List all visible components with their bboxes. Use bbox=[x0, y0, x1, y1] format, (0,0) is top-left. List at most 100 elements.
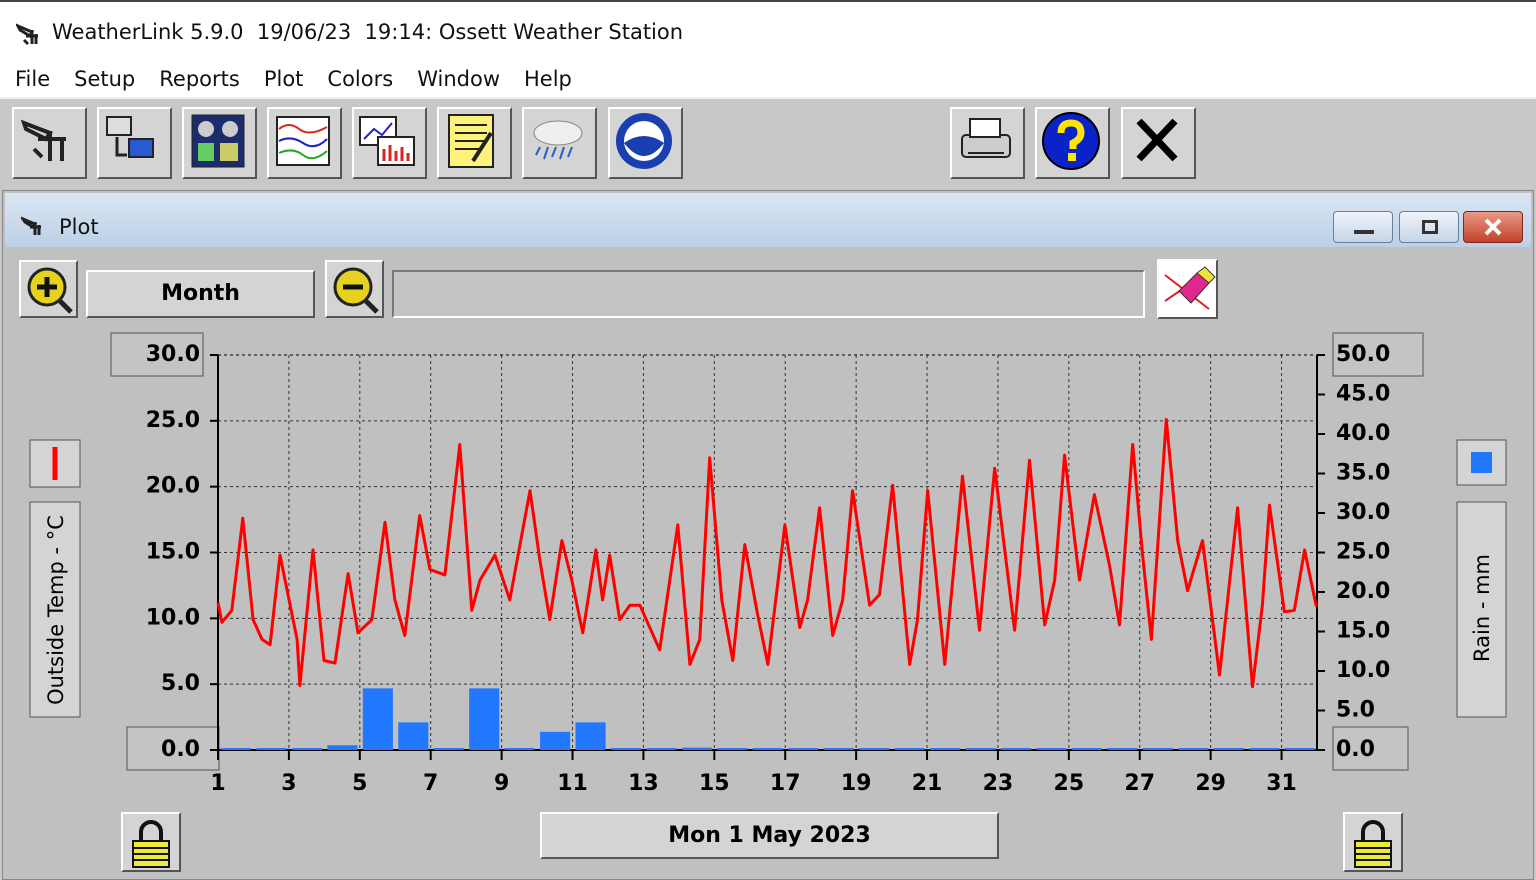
y2-tick-label: 50.0 bbox=[1336, 342, 1390, 367]
y-tick-label: 0.0 bbox=[161, 737, 200, 762]
date-field[interactable]: Mon 1 May 2023 bbox=[540, 812, 999, 859]
y-axis-label: Outside Temp - °C bbox=[44, 515, 68, 705]
bar bbox=[327, 745, 358, 750]
bar bbox=[1000, 748, 1032, 750]
menu-item[interactable]: Window bbox=[417, 67, 501, 91]
toolbar-icon bbox=[961, 118, 1011, 158]
toolbar-icon bbox=[1136, 118, 1178, 162]
title-area: WeatherLink 5.9.0 19/06/23 19:14: Ossett… bbox=[0, 2, 1536, 97]
toolbar-button[interactable] bbox=[608, 107, 683, 179]
menu-item[interactable]: Setup bbox=[74, 67, 136, 91]
y2-tick-label: 35.0 bbox=[1336, 461, 1390, 486]
toolbar-button[interactable] bbox=[522, 107, 597, 179]
top-edge bbox=[0, 0, 1536, 2]
toolbar-icon bbox=[106, 116, 154, 158]
bar bbox=[610, 748, 642, 750]
toolbar-button[interactable] bbox=[12, 107, 87, 179]
toolbar-button[interactable] bbox=[1035, 107, 1110, 179]
x-tick-label: 15 bbox=[699, 771, 730, 796]
menu-item[interactable]: Colors bbox=[327, 67, 394, 91]
bar bbox=[1036, 748, 1067, 750]
bar bbox=[291, 748, 323, 750]
bar bbox=[965, 748, 996, 750]
bar bbox=[930, 748, 961, 750]
menu-bar: File Setup Reports Plot Colors Window Help bbox=[15, 67, 596, 91]
toolbar-button[interactable] bbox=[1121, 107, 1196, 179]
bar bbox=[823, 748, 854, 750]
bar bbox=[1213, 748, 1244, 750]
window-title: WeatherLink 5.9.0 19/06/23 19:14: Ossett… bbox=[52, 20, 684, 44]
zoom-level[interactable]: Month bbox=[86, 270, 315, 318]
toolbar-icon bbox=[359, 116, 415, 166]
zoom-out-button[interactable] bbox=[325, 260, 384, 318]
menu-item[interactable]: File bbox=[15, 67, 51, 91]
bar bbox=[1142, 748, 1173, 750]
bar bbox=[1107, 748, 1138, 750]
y2-tick-label: 40.0 bbox=[1336, 421, 1390, 446]
toolbar-button[interactable] bbox=[950, 107, 1025, 179]
menu-item[interactable]: Help bbox=[524, 67, 572, 91]
bar bbox=[221, 748, 252, 750]
y2-axis-label: Rain - mm bbox=[1470, 554, 1494, 662]
legend-swatch bbox=[1471, 452, 1492, 473]
y-tick-label: 20.0 bbox=[146, 474, 200, 499]
lock-left-button[interactable] bbox=[121, 812, 181, 872]
x-tick-label: 21 bbox=[912, 771, 943, 796]
toolbar-icon bbox=[533, 120, 583, 160]
x-tick-label: 19 bbox=[841, 771, 872, 796]
y-tick-label: 10.0 bbox=[146, 605, 200, 630]
bar bbox=[256, 748, 287, 750]
toolbar bbox=[0, 97, 1536, 189]
toolbar-button[interactable] bbox=[97, 107, 172, 179]
bar bbox=[575, 722, 606, 750]
toolbar-icon bbox=[20, 119, 66, 161]
bar bbox=[788, 748, 819, 750]
y2-axis-label-box bbox=[1456, 501, 1507, 718]
y-tick-label: 5.0 bbox=[161, 671, 200, 696]
line bbox=[216, 418, 1318, 689]
y2-tick-label: 5.0 bbox=[1336, 698, 1375, 723]
bar bbox=[1249, 748, 1280, 750]
ymax-box bbox=[110, 332, 204, 377]
x-tick-label: 31 bbox=[1266, 771, 1297, 796]
x-tick-label: 27 bbox=[1124, 771, 1155, 796]
toolbar-icon bbox=[1042, 112, 1100, 170]
minimize-button[interactable] bbox=[1333, 211, 1393, 243]
bar bbox=[504, 748, 535, 750]
menu-item[interactable]: Reports bbox=[159, 67, 240, 91]
y2-tick-label: 15.0 bbox=[1336, 619, 1390, 644]
toolbar-button[interactable] bbox=[437, 107, 512, 179]
toolbar-button[interactable] bbox=[182, 107, 257, 179]
y2-tick-label: 20.0 bbox=[1336, 579, 1390, 604]
toolbar-icon bbox=[448, 114, 494, 168]
bar bbox=[646, 748, 677, 750]
bar bbox=[1178, 748, 1209, 750]
app-icon bbox=[16, 23, 38, 46]
erase-button[interactable] bbox=[1157, 259, 1218, 319]
x-tick-label: 25 bbox=[1054, 771, 1085, 796]
y2-tick-label: 10.0 bbox=[1336, 658, 1390, 683]
toolbar-icon bbox=[191, 114, 245, 168]
toolbar-button[interactable] bbox=[352, 107, 427, 179]
x-tick-label: 29 bbox=[1195, 771, 1226, 796]
ymin-box bbox=[126, 726, 220, 771]
restore-button[interactable] bbox=[1399, 211, 1459, 243]
lock-right-button[interactable] bbox=[1343, 812, 1403, 872]
info-field bbox=[392, 270, 1145, 318]
x-tick-label: 3 bbox=[281, 771, 296, 796]
y2min-box bbox=[1332, 726, 1409, 771]
bar bbox=[1071, 748, 1102, 750]
toolbar-icon bbox=[616, 113, 672, 169]
y2max-box bbox=[1332, 332, 1424, 377]
x-tick-label: 23 bbox=[983, 771, 1014, 796]
toolbar-button[interactable] bbox=[267, 107, 342, 179]
close-window-button[interactable] bbox=[1463, 211, 1523, 243]
plot-title: Plot bbox=[59, 215, 99, 239]
zoom-in-button[interactable] bbox=[19, 260, 78, 318]
y2-tick-label: 45.0 bbox=[1336, 382, 1390, 407]
menu-item[interactable]: Plot bbox=[263, 67, 304, 91]
x-tick-label: 9 bbox=[494, 771, 509, 796]
y2-tick-label: 0.0 bbox=[1336, 737, 1375, 762]
x-tick-label: 1 bbox=[210, 771, 225, 796]
